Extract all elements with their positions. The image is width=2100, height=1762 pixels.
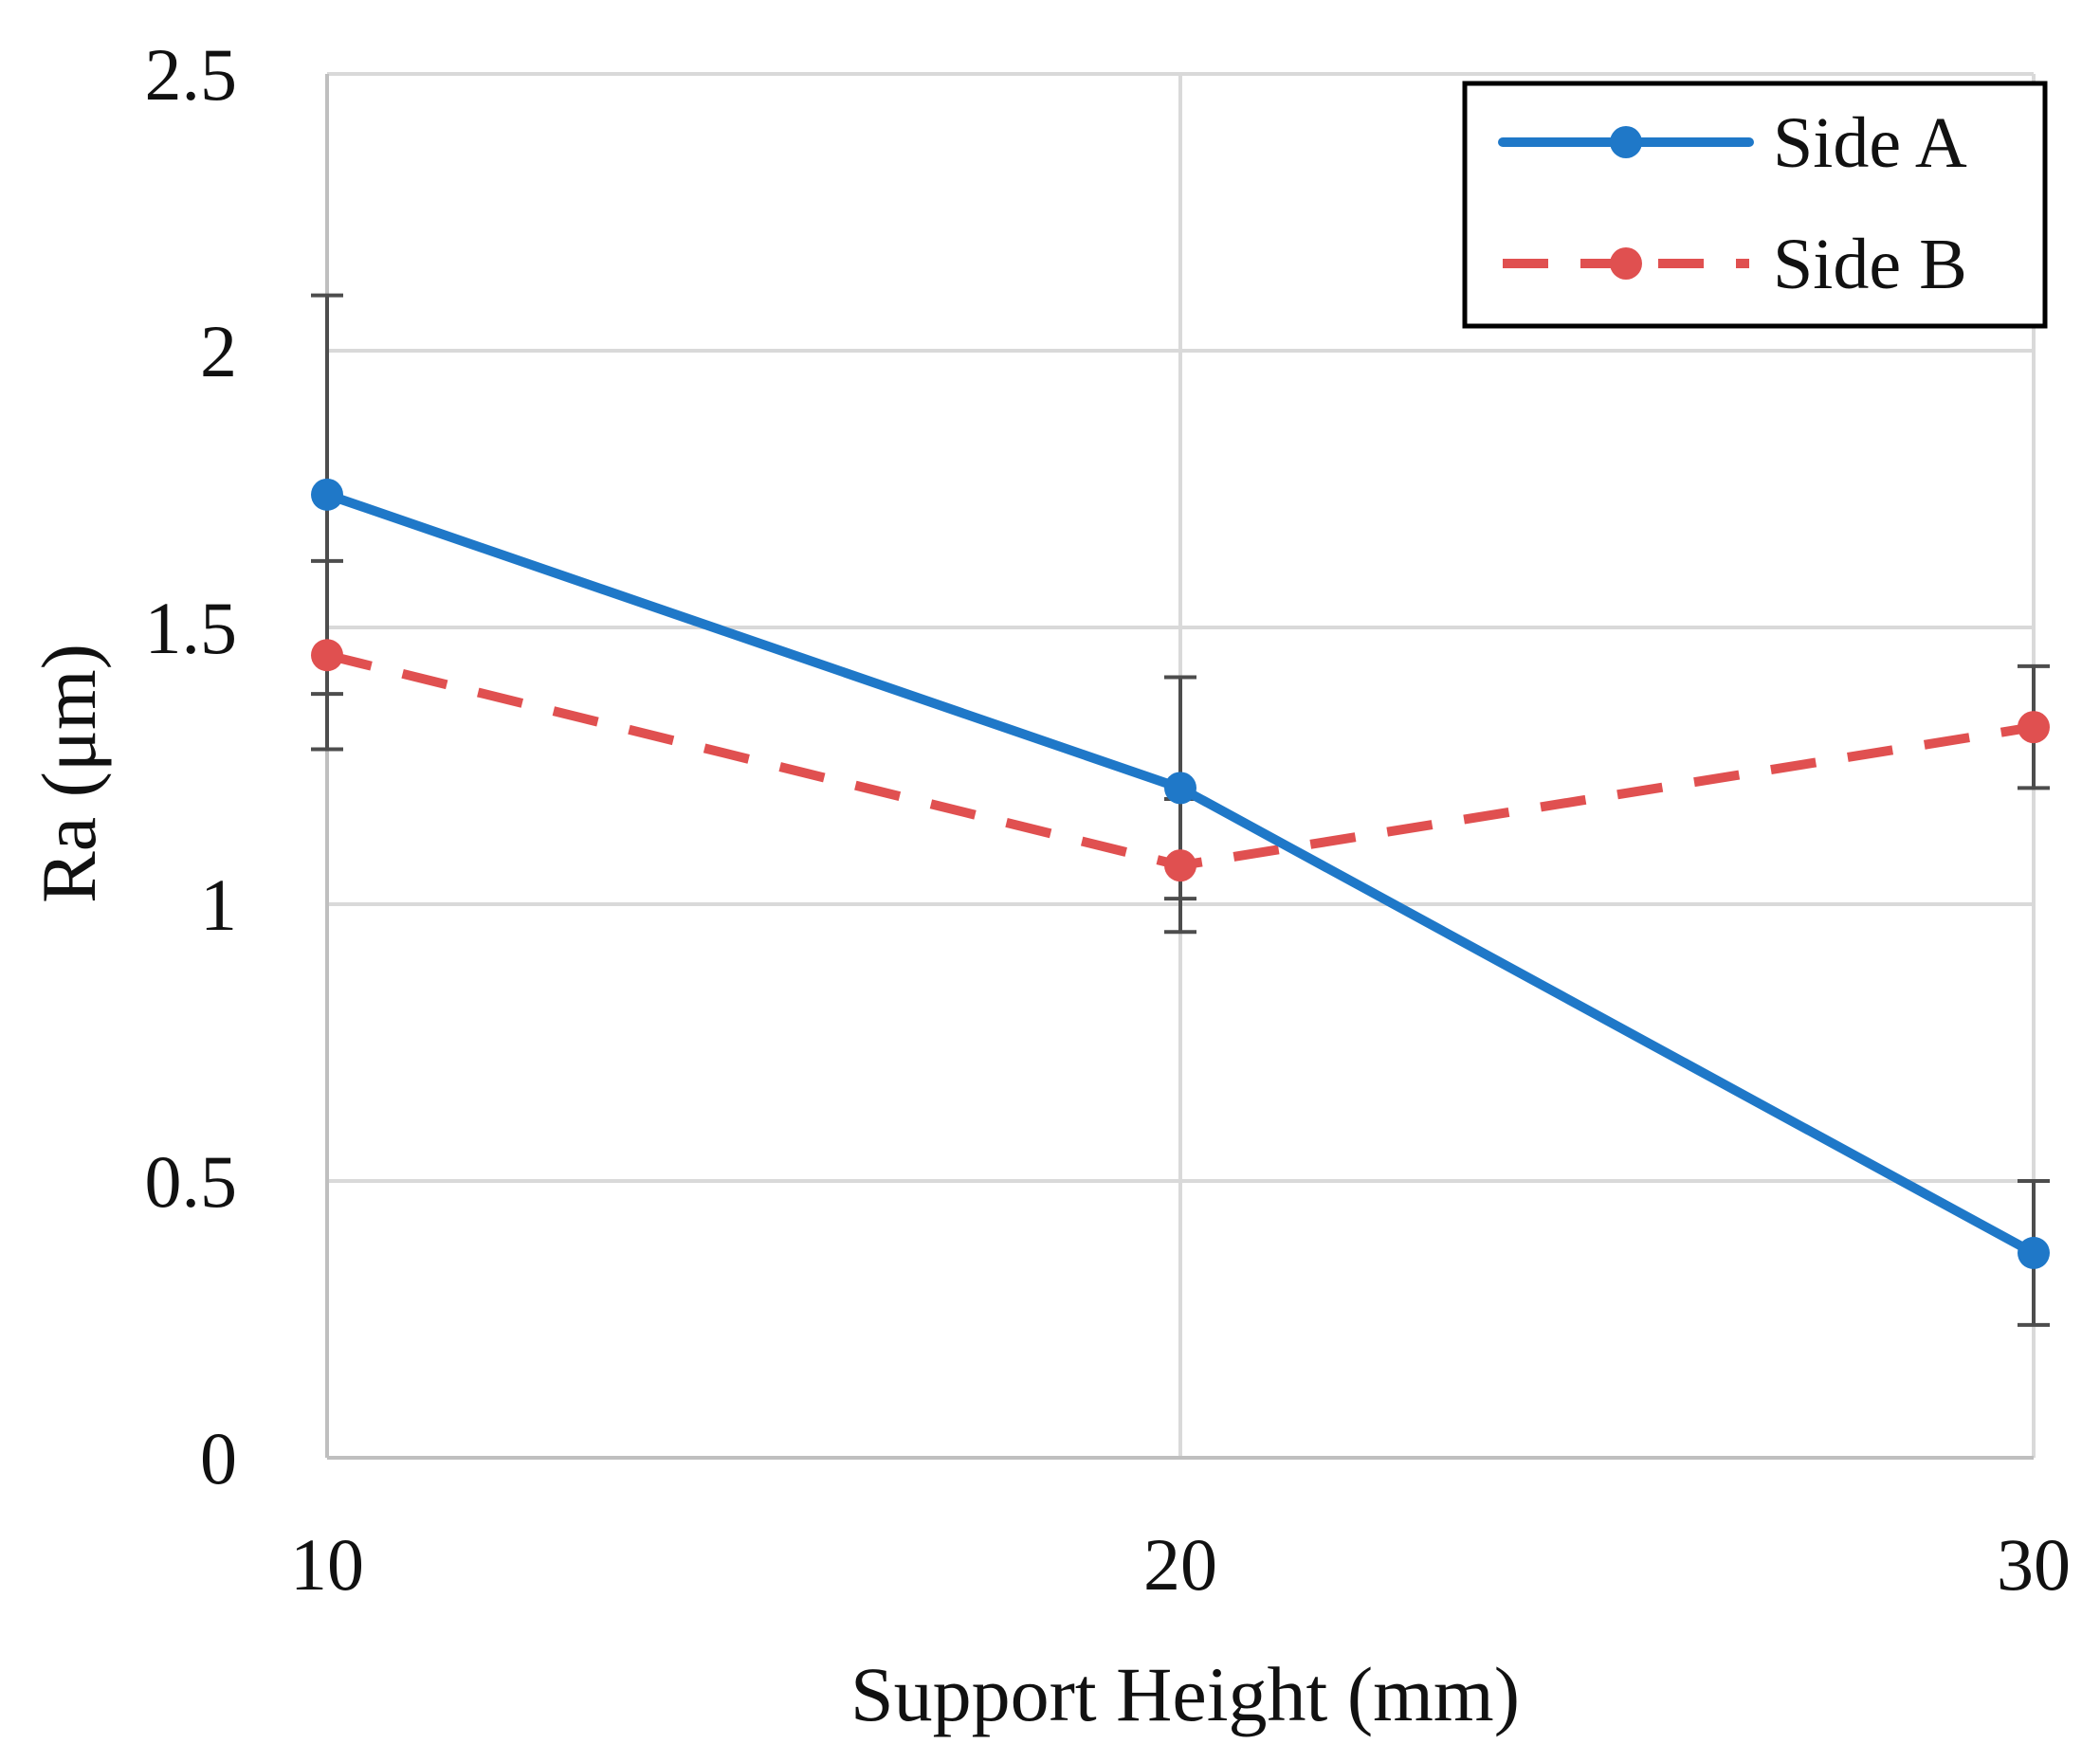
data-point-side-b	[2018, 711, 2050, 744]
y-axis-title: Ra (μm)	[26, 644, 112, 903]
x-tick-label: 30	[1997, 1523, 2071, 1606]
y-tick-label: 0	[200, 1417, 237, 1499]
tick-labels: 0 0.5 1 1.5 2 2.5 10 20 30	[145, 33, 2072, 1606]
x-axis-title: Support Height (mm)	[850, 1651, 1520, 1737]
y-tick-label: 2	[200, 310, 237, 392]
x-tick-label: 10	[290, 1523, 364, 1606]
legend: Side A Side B	[1462, 81, 2048, 329]
data-point-side-b	[311, 639, 343, 672]
legend-label-side-a: Side A	[1773, 103, 1967, 183]
legend-label-side-b: Side B	[1773, 225, 1967, 304]
data-point-side-a	[2018, 1236, 2050, 1269]
y-tick-label: 1	[200, 863, 237, 946]
data-point-side-b	[1164, 849, 1196, 882]
legend-box	[1462, 81, 2048, 329]
data-point-side-a	[1164, 772, 1196, 805]
series-layer	[311, 478, 2050, 1269]
y-tick-label: 2.5	[145, 33, 238, 116]
x-tick-label: 20	[1143, 1523, 1217, 1606]
legend-marker-side-b	[1610, 247, 1642, 280]
data-point-side-a	[311, 478, 343, 511]
y-tick-label: 1.5	[145, 587, 238, 669]
legend-marker-side-a	[1610, 126, 1642, 158]
y-tick-label: 0.5	[145, 1140, 238, 1223]
